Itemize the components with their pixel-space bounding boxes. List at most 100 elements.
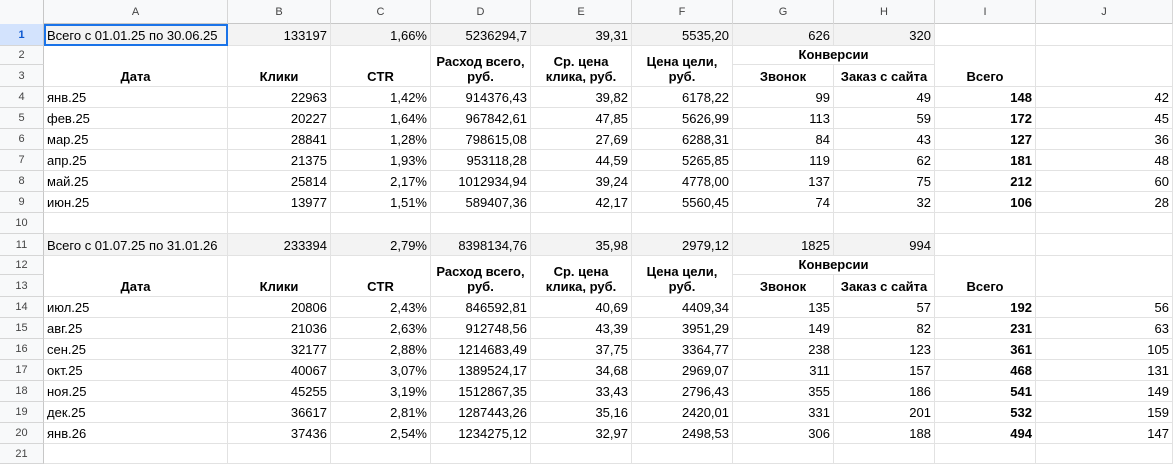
row-ctr[interactable]: 2,54%	[331, 423, 431, 444]
row-orders[interactable]: 186	[834, 381, 935, 402]
row-cpa[interactable]: 3951,29	[632, 318, 733, 339]
empty-cell[interactable]	[1036, 46, 1173, 87]
row-date[interactable]: янв.25	[44, 87, 228, 108]
row-total[interactable]: 468	[935, 360, 1036, 381]
row-total[interactable]: 494	[935, 423, 1036, 444]
row-spend[interactable]: 1512867,35	[431, 381, 531, 402]
row-ctr[interactable]: 2,88%	[331, 339, 431, 360]
row-spend[interactable]: 953118,28	[431, 150, 531, 171]
row-header-3[interactable]: 3	[0, 65, 44, 87]
row-cpc[interactable]: 34,68	[531, 360, 632, 381]
column-header-g[interactable]: G	[733, 0, 834, 24]
row-total[interactable]: 148	[935, 87, 1036, 108]
empty-cell[interactable]	[44, 444, 228, 464]
row-orders[interactable]: 157	[834, 360, 935, 381]
row-header-14[interactable]: 14	[0, 297, 44, 318]
row-cpa[interactable]: 3364,77	[632, 339, 733, 360]
header-spend[interactable]: Расход всего, руб.	[431, 256, 531, 297]
empty-cell[interactable]	[44, 213, 228, 234]
row-clicks[interactable]: 45255	[228, 381, 331, 402]
row-spend[interactable]: 1012934,94	[431, 171, 531, 192]
row-clicks[interactable]: 20806	[228, 297, 331, 318]
row-date[interactable]: фев.25	[44, 108, 228, 129]
empty-cell[interactable]	[228, 213, 331, 234]
row-cpa[interactable]: 2498,53	[632, 423, 733, 444]
row-header-9[interactable]: 9	[0, 192, 44, 213]
summary-clicks[interactable]: 233394	[228, 234, 331, 256]
header-order[interactable]: Заказ с сайта	[834, 65, 935, 87]
column-header-h[interactable]: H	[834, 0, 935, 24]
row-extra[interactable]: 131	[1036, 360, 1173, 381]
row-header-13[interactable]: 13	[0, 275, 44, 297]
row-header-17[interactable]: 17	[0, 360, 44, 381]
row-clicks[interactable]: 32177	[228, 339, 331, 360]
row-header-12[interactable]: 12	[0, 256, 44, 275]
row-cpa[interactable]: 6288,31	[632, 129, 733, 150]
row-ctr[interactable]: 1,28%	[331, 129, 431, 150]
empty-cell[interactable]	[228, 444, 331, 464]
empty-cell[interactable]	[1036, 256, 1173, 297]
row-clicks[interactable]: 20227	[228, 108, 331, 129]
row-cpc[interactable]: 32,97	[531, 423, 632, 444]
row-extra[interactable]: 42	[1036, 87, 1173, 108]
row-calls[interactable]: 74	[733, 192, 834, 213]
row-spend[interactable]: 1214683,49	[431, 339, 531, 360]
row-clicks[interactable]: 13977	[228, 192, 331, 213]
row-orders[interactable]: 49	[834, 87, 935, 108]
column-header-i[interactable]: I	[935, 0, 1036, 24]
row-cpc[interactable]: 37,75	[531, 339, 632, 360]
row-orders[interactable]: 82	[834, 318, 935, 339]
row-clicks[interactable]: 28841	[228, 129, 331, 150]
header-call[interactable]: Звонок	[733, 275, 834, 297]
row-header-19[interactable]: 19	[0, 402, 44, 423]
row-calls[interactable]: 113	[733, 108, 834, 129]
row-cpa[interactable]: 4409,34	[632, 297, 733, 318]
summary-label[interactable]: Всего с 01.01.25 по 30.06.25	[44, 24, 228, 46]
header-total[interactable]: Всего	[935, 256, 1036, 297]
empty-cell[interactable]	[935, 213, 1036, 234]
row-total[interactable]: 106	[935, 192, 1036, 213]
row-header-2[interactable]: 2	[0, 46, 44, 65]
row-calls[interactable]: 99	[733, 87, 834, 108]
row-ctr[interactable]: 1,42%	[331, 87, 431, 108]
row-ctr[interactable]: 2,43%	[331, 297, 431, 318]
header-date[interactable]: Дата	[44, 256, 228, 297]
column-header-d[interactable]: D	[431, 0, 531, 24]
row-extra[interactable]: 159	[1036, 402, 1173, 423]
empty-cell[interactable]	[834, 444, 935, 464]
empty-cell[interactable]	[834, 213, 935, 234]
row-spend[interactable]: 846592,81	[431, 297, 531, 318]
header-date[interactable]: Дата	[44, 46, 228, 87]
empty-cell[interactable]	[531, 213, 632, 234]
row-orders[interactable]: 32	[834, 192, 935, 213]
row-extra[interactable]: 48	[1036, 150, 1173, 171]
column-header-b[interactable]: B	[228, 0, 331, 24]
row-calls[interactable]: 311	[733, 360, 834, 381]
header-cpa[interactable]: Цена цели, руб.	[632, 256, 733, 297]
row-extra[interactable]: 63	[1036, 318, 1173, 339]
empty-cell[interactable]	[431, 444, 531, 464]
summary-calls[interactable]: 1825	[733, 234, 834, 256]
row-date[interactable]: мар.25	[44, 129, 228, 150]
row-header-8[interactable]: 8	[0, 171, 44, 192]
row-calls[interactable]: 137	[733, 171, 834, 192]
header-conversions[interactable]: Конверсии	[733, 256, 935, 275]
row-header-20[interactable]: 20	[0, 423, 44, 444]
empty-cell[interactable]	[531, 444, 632, 464]
row-ctr[interactable]: 3,19%	[331, 381, 431, 402]
summary-cpa[interactable]: 2979,12	[632, 234, 733, 256]
row-cpc[interactable]: 39,82	[531, 87, 632, 108]
row-spend[interactable]: 914376,43	[431, 87, 531, 108]
header-clicks[interactable]: Клики	[228, 46, 331, 87]
row-header-21[interactable]: 21	[0, 444, 44, 464]
row-date[interactable]: апр.25	[44, 150, 228, 171]
row-cpa[interactable]: 2969,07	[632, 360, 733, 381]
row-spend[interactable]: 1287443,26	[431, 402, 531, 423]
summary-label[interactable]: Всего с 01.07.25 по 31.01.26	[44, 234, 228, 256]
row-calls[interactable]: 355	[733, 381, 834, 402]
row-orders[interactable]: 123	[834, 339, 935, 360]
header-call[interactable]: Звонок	[733, 65, 834, 87]
row-extra[interactable]: 105	[1036, 339, 1173, 360]
empty-cell[interactable]	[935, 24, 1036, 46]
summary-calls[interactable]: 626	[733, 24, 834, 46]
